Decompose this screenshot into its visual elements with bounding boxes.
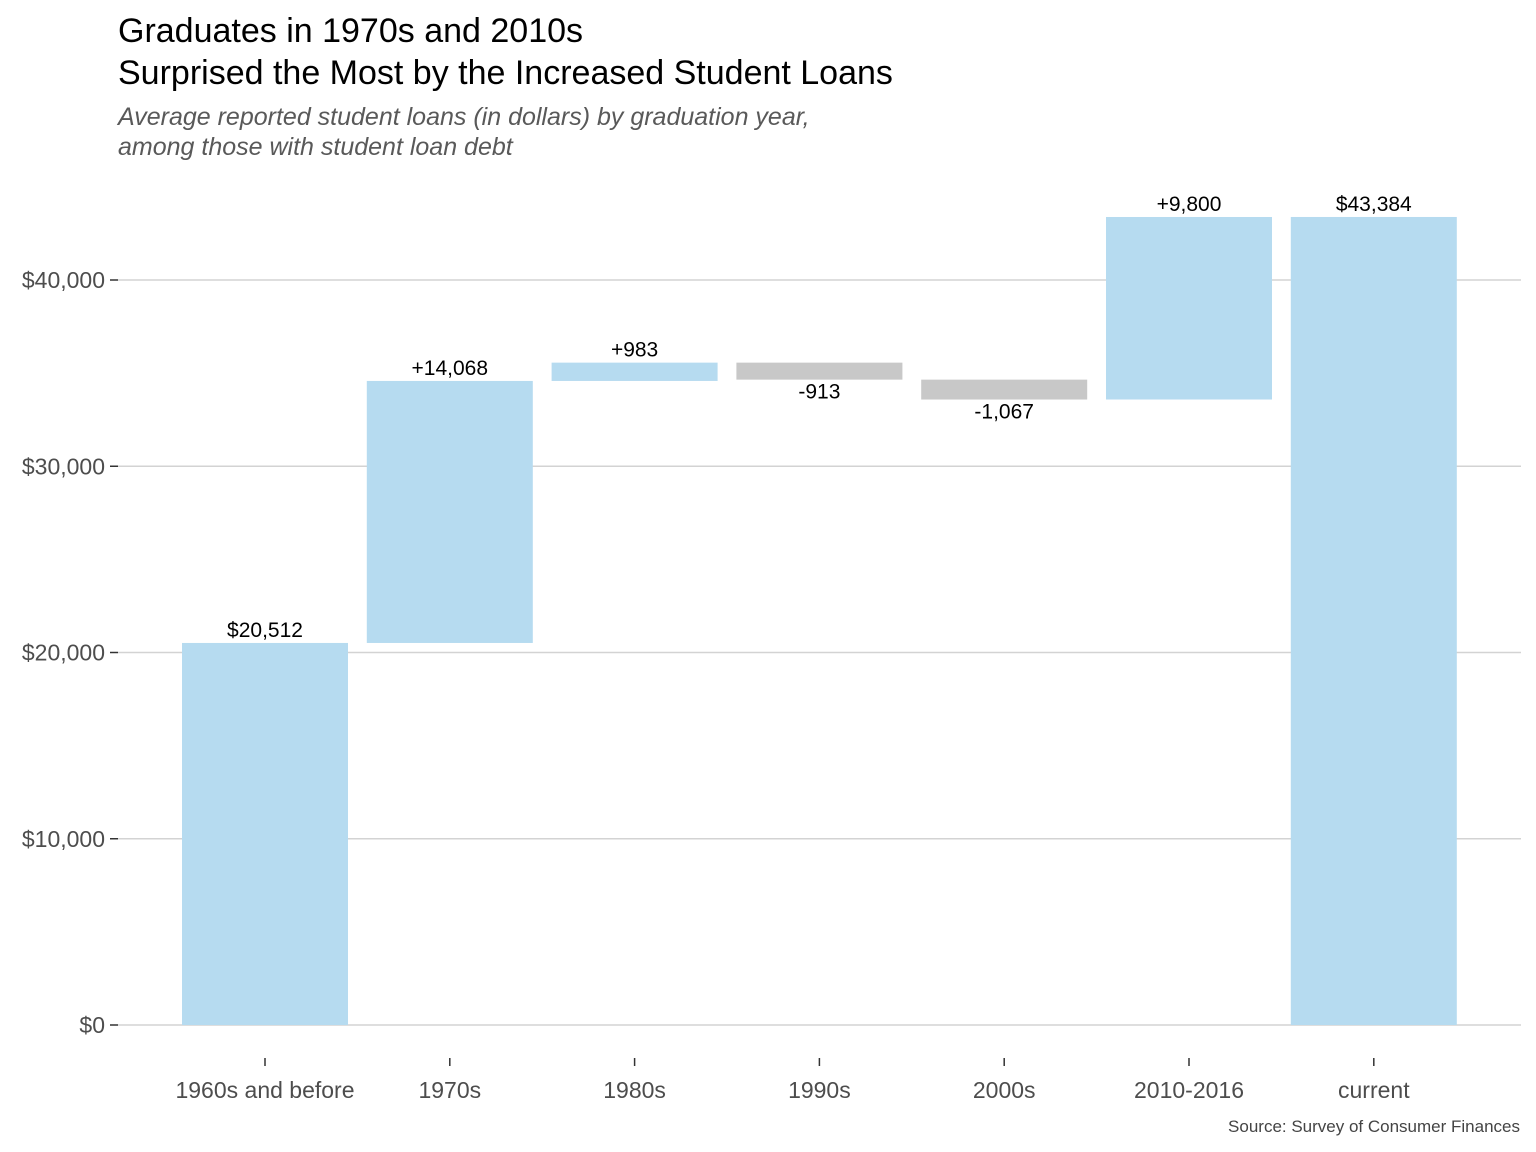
x-tick-label: 2010-2016 [1134, 1077, 1244, 1103]
x-tick-label: 1960s and before [175, 1077, 354, 1103]
bar-1970s [366, 380, 533, 643]
bar-1990s [736, 362, 903, 380]
data-label: +14,068 [412, 357, 489, 380]
y-tick-label: $10,000 [22, 826, 105, 852]
data-label: +983 [611, 339, 658, 362]
data-label: -1,067 [974, 401, 1034, 424]
x-tick-label: 1980s [603, 1077, 666, 1103]
bar-1960s-and-before [182, 642, 348, 1025]
x-tick-label: 1990s [788, 1077, 851, 1103]
bar-1980s [551, 362, 718, 381]
x-tick-label: 2000s [973, 1077, 1036, 1103]
source-caption: Source: Survey of Consumer Finances [1228, 1117, 1520, 1136]
data-label: $43,384 [1336, 193, 1412, 216]
axes: $0 $10,000 $20,000 $30,000 $40,000 1960s and … [22, 267, 1410, 1103]
y-tick-label: $0 [79, 1012, 105, 1038]
chart-subtitle: Average reported student loans (in dolla… [118, 103, 810, 161]
bar-2010-2016 [1106, 216, 1272, 400]
y-tick-label: $30,000 [22, 453, 105, 479]
data-label: $20,512 [227, 619, 303, 642]
y-tick-label: $40,000 [22, 267, 105, 293]
bar-2000s [921, 379, 1088, 400]
data-label: -913 [798, 381, 840, 404]
y-tick-label: $20,000 [22, 640, 105, 666]
bars [182, 216, 1457, 1025]
data-label: +9,800 [1157, 193, 1222, 216]
x-tick-label: 1970s [418, 1077, 481, 1103]
gridlines [118, 279, 1521, 1026]
x-tick-label: current [1338, 1077, 1410, 1103]
bar-current [1290, 216, 1457, 1025]
data-labels: $20,512 +14,068 +983 -913 -1,067 +9,800 $43,38… [227, 193, 1412, 642]
chart-title: Graduates in 1970s and 2010s Surprised t… [118, 12, 893, 92]
